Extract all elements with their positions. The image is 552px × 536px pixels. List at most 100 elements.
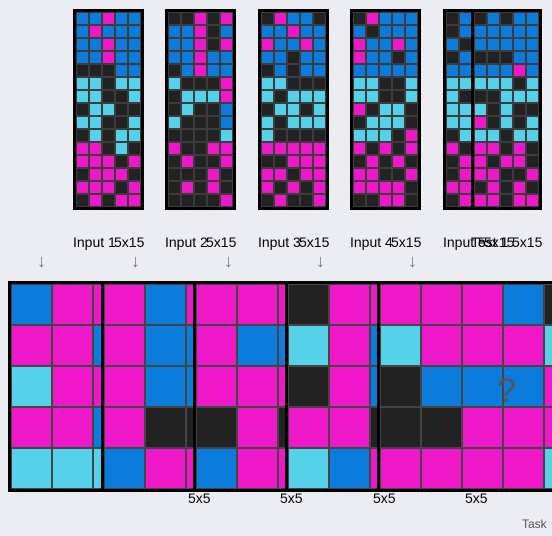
grid-cell (474, 90, 487, 103)
grid-cell (102, 116, 115, 129)
grid-cell (52, 366, 93, 407)
grid-cell (300, 90, 313, 103)
grid-cell (104, 284, 145, 325)
grid-cell (379, 181, 392, 194)
grid-cell (500, 90, 513, 103)
grid-cell (446, 181, 459, 194)
grid-cell (300, 142, 313, 155)
grid-cell (194, 77, 207, 90)
grid-cell (115, 64, 128, 77)
grid-cell (181, 116, 194, 129)
grid-cell (181, 77, 194, 90)
grid-cell (168, 129, 181, 142)
output-size-label: 5x5 (465, 490, 488, 506)
grid-cell (274, 38, 287, 51)
grid-cell (102, 77, 115, 90)
input-grid-4[interactable] (350, 9, 421, 210)
grid-cell (102, 38, 115, 51)
grid-cell (102, 155, 115, 168)
grid-cell (300, 38, 313, 51)
grid-cell (513, 90, 526, 103)
grid-cell (220, 12, 233, 25)
grid-cell (366, 168, 379, 181)
grid-cell (544, 325, 552, 366)
input-grid-3[interactable] (258, 9, 329, 210)
grid-cell (462, 407, 503, 448)
grid-cell (446, 51, 459, 64)
grid-cell (366, 90, 379, 103)
grid-cell (287, 194, 300, 207)
grid-cell (194, 90, 207, 103)
down-arrow-icon: ↓ (224, 251, 233, 271)
grid-cell (474, 168, 487, 181)
grid-cell (274, 51, 287, 64)
grid-cell (526, 12, 539, 25)
grid-cell (487, 168, 500, 181)
grid-cell (366, 77, 379, 90)
grid-cell (300, 25, 313, 38)
grid-cell (287, 116, 300, 129)
grid-cell (503, 448, 544, 489)
input-grid-1[interactable] (73, 9, 144, 210)
grid-cell (237, 407, 278, 448)
down-arrow-icon: ↓ (316, 251, 325, 271)
grid-cell (392, 129, 405, 142)
grid-cell (392, 77, 405, 90)
input-size-label: 5x15 (391, 234, 422, 250)
grid-cell (288, 325, 329, 366)
input-label: Input 2 (165, 234, 208, 250)
grid-cell (474, 194, 487, 207)
grid-cell (261, 181, 274, 194)
grid-cell (366, 64, 379, 77)
grid-cell (526, 103, 539, 116)
grid-cell (261, 64, 274, 77)
grid-cell (145, 407, 186, 448)
grid-cell (128, 181, 141, 194)
grid-cell (207, 25, 220, 38)
input-grid-6[interactable] (471, 9, 542, 210)
grid-cell (287, 25, 300, 38)
grid-cell (513, 194, 526, 207)
output-grid-5[interactable] (377, 281, 552, 492)
grid-cell (274, 116, 287, 129)
grid-cell (207, 155, 220, 168)
grid-cell (313, 129, 326, 142)
grid-cell (513, 51, 526, 64)
grid-cell (446, 64, 459, 77)
grid-cell (500, 168, 513, 181)
grid-cell (168, 168, 181, 181)
grid-cell (274, 181, 287, 194)
grid-cell (500, 64, 513, 77)
grid-cell (462, 325, 503, 366)
grid-cell (405, 142, 418, 155)
grid-cell (102, 142, 115, 155)
grid-cell (379, 155, 392, 168)
grid-cell (194, 129, 207, 142)
question-mark-icon: ? (497, 372, 516, 410)
grid-cell (329, 448, 370, 489)
grid-cell (474, 129, 487, 142)
grid-cell (194, 194, 207, 207)
grid-cell (207, 77, 220, 90)
grid-cell (52, 407, 93, 448)
grid-cell (287, 51, 300, 64)
grid-cell (89, 103, 102, 116)
grid-cell (500, 142, 513, 155)
grid-cell (220, 194, 233, 207)
grid-cell (500, 116, 513, 129)
grid-cell (76, 194, 89, 207)
grid-cell (181, 103, 194, 116)
grid-cell (102, 181, 115, 194)
grid-cell (313, 38, 326, 51)
grid-cell (102, 64, 115, 77)
grid-cell (288, 284, 329, 325)
grid-cell (145, 448, 186, 489)
input-grid-2[interactable] (165, 9, 236, 210)
grid-cell (104, 325, 145, 366)
grid-cell (287, 142, 300, 155)
grid-cell (392, 12, 405, 25)
grid-cell (513, 142, 526, 155)
grid-cell (220, 103, 233, 116)
grid-cell (474, 116, 487, 129)
grid-cell (405, 12, 418, 25)
